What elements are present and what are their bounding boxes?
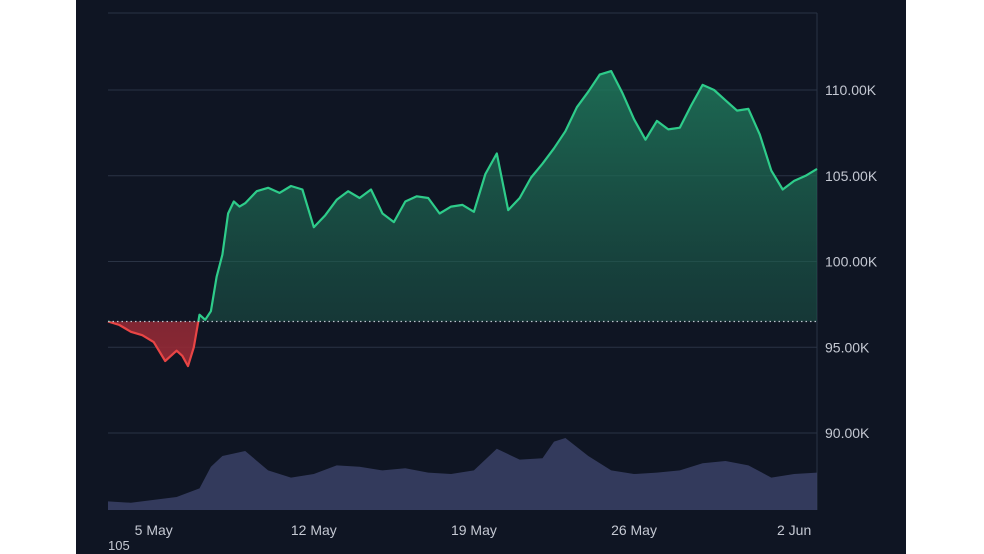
area-above-baseline — [108, 71, 817, 322]
price-line-above — [107, 70, 818, 322]
y-tick-label: 110.00K — [825, 82, 877, 98]
y-tick-label: 100.00K — [825, 254, 878, 270]
volume-area — [108, 438, 817, 510]
x-tick-label: 19 May — [451, 522, 497, 538]
price-lines — [107, 70, 818, 368]
y-axis-ticks: 90.00K 95.00K 100.00K 105.00K 110.00K — [825, 82, 878, 441]
x-tick-label: 2 Jun — [777, 522, 811, 538]
x-tick-label: 26 May — [611, 522, 657, 538]
x-tick-label: 12 May — [291, 522, 337, 538]
footer-label: 105 — [108, 538, 130, 553]
y-tick-label: 90.00K — [825, 425, 870, 441]
price-area — [108, 71, 817, 367]
x-tick-label: 5 May — [135, 522, 173, 538]
area-below-baseline — [108, 321, 817, 367]
y-tick-label: 95.00K — [825, 339, 870, 355]
x-axis-ticks: 5 May 12 May 19 May 26 May 2 Jun — [135, 522, 812, 538]
volume-bars — [108, 438, 817, 510]
y-tick-label: 105.00K — [825, 168, 878, 184]
